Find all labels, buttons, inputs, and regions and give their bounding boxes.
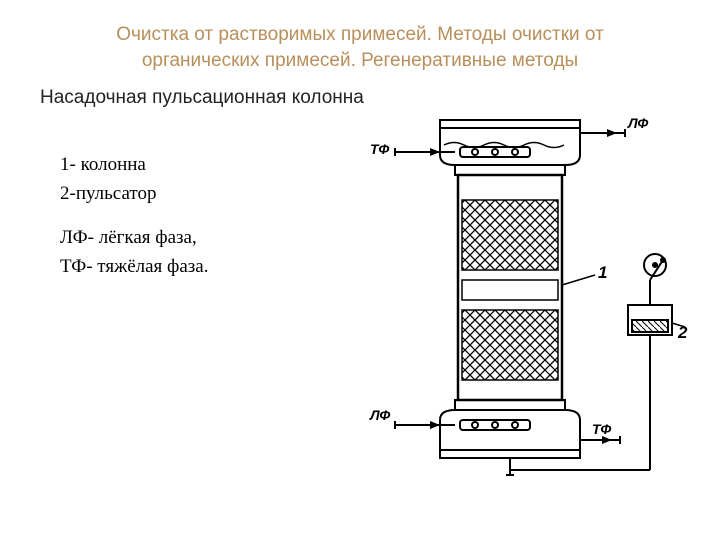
- legend-item-3: ЛФ- лёгкая фаза,: [60, 223, 208, 252]
- title-line-2: органических примесей. Регенеративные ме…: [142, 50, 578, 71]
- slide-title: Очистка от растворимых примесей. Методы …: [0, 0, 720, 73]
- legend-item-2: 2-пульсатор: [60, 179, 208, 208]
- label-tf-out: ТФ: [592, 421, 611, 437]
- legend-item-1: 1- колонна: [60, 150, 208, 179]
- label-ref-1: 1: [598, 263, 607, 283]
- diagram-container: ТФ ЛФ ЛФ ТФ 1 2: [360, 105, 690, 505]
- legend-item-4: ТФ- тяжёлая фаза.: [60, 252, 208, 281]
- column-diagram-svg: [360, 105, 690, 505]
- label-tf-in: ТФ: [370, 141, 389, 157]
- label-lf-in: ЛФ: [370, 407, 390, 423]
- label-ref-2: 2: [678, 323, 687, 343]
- title-line-1: Очистка от растворимых примесей. Методы …: [116, 24, 604, 45]
- slide-subtitle: Насадочная пульсационная колонна: [0, 73, 720, 109]
- label-lf-out: ЛФ: [628, 115, 648, 131]
- legend-block: 1- колонна 2-пульсатор ЛФ- лёгкая фаза, …: [60, 150, 208, 296]
